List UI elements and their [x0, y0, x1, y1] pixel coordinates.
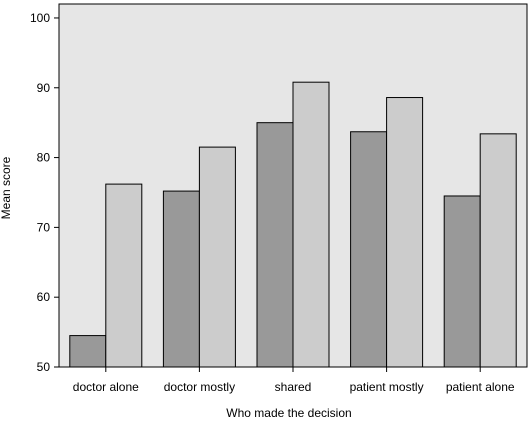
bar: [69, 335, 107, 368]
y-tick-label: 90: [37, 81, 51, 95]
bars-layer: [69, 81, 517, 368]
x-tick-label: doctor mostly: [164, 380, 235, 394]
y-axis-title: Mean score: [0, 156, 13, 219]
x-axis-title: Who made the decision: [226, 406, 351, 420]
x-tick-label: shared: [275, 380, 312, 394]
bar: [479, 133, 517, 368]
bar: [292, 81, 330, 368]
bar: [350, 131, 388, 368]
y-tick-label: 60: [37, 290, 51, 304]
y-axis: 50 60 70 80 90 100: [30, 4, 60, 374]
x-tick-label: patient alone: [446, 380, 515, 394]
bar: [198, 146, 236, 368]
x-axis: doctor alone doctor mostly shared patient m…: [59, 366, 527, 394]
x-tick-label: doctor alone: [73, 380, 139, 394]
bar: [256, 122, 294, 368]
y-tick-label: 70: [37, 220, 51, 234]
x-tick-label: patient mostly: [350, 380, 424, 394]
bar: [443, 195, 481, 368]
bar: [105, 183, 143, 368]
y-tick-label: 50: [37, 360, 51, 374]
y-tick-label: 100: [30, 11, 50, 25]
bar: [386, 97, 424, 368]
y-tick-label: 80: [37, 151, 51, 165]
bar: [162, 190, 200, 368]
